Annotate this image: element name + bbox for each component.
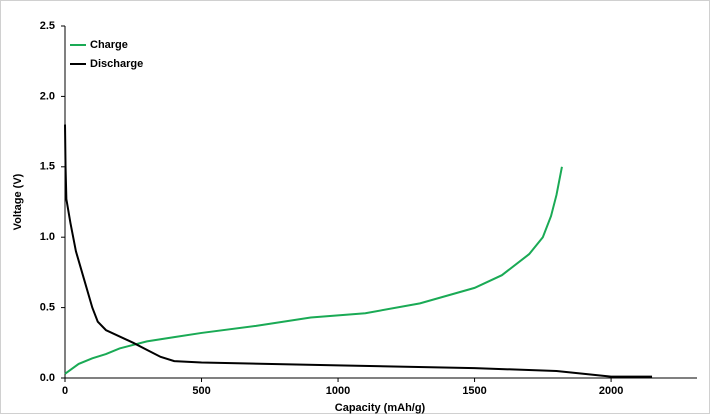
y-tick-label: 2.0: [40, 90, 55, 102]
y-tick-label: 1.0: [40, 231, 55, 243]
y-tick-label: 0.0: [40, 372, 55, 384]
x-axis-title: Capacity (mAh/g): [335, 402, 426, 414]
x-tick-label: 1000: [326, 385, 350, 397]
x-tick-label: 0: [62, 385, 68, 397]
x-tick-label: 1500: [462, 385, 486, 397]
x-tick-label: 500: [192, 385, 210, 397]
y-tick-label: 1.5: [40, 161, 55, 173]
legend-label: Charge: [90, 39, 128, 51]
y-tick-label: 2.5: [40, 20, 55, 32]
y-tick-label: 0.5: [40, 302, 55, 314]
line-series: [64, 166, 563, 375]
line-series: [64, 124, 653, 378]
legend-label: Discharge: [90, 58, 143, 70]
y-axis-title: Voltage (V): [12, 173, 24, 230]
x-tick-label: 2000: [599, 385, 623, 397]
